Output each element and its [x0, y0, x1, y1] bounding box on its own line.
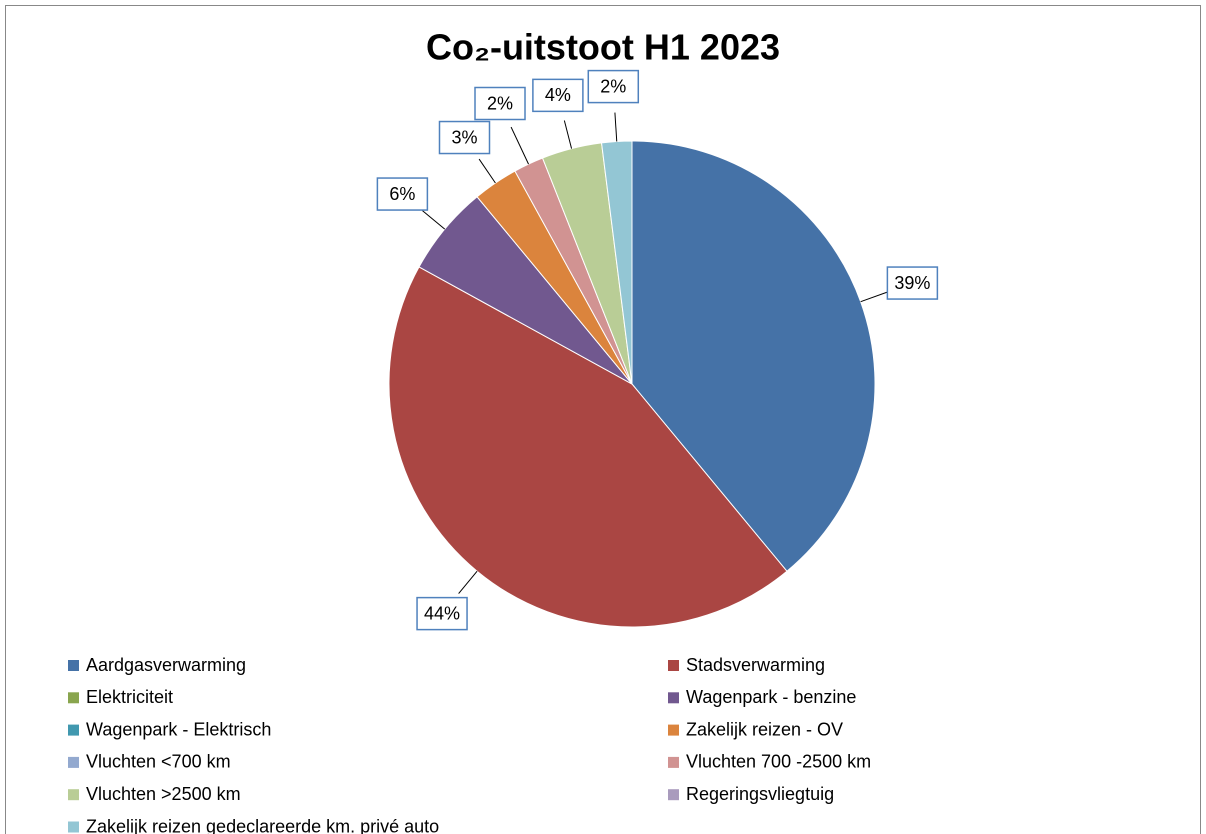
label-box [376, 177, 429, 211]
label-box [474, 86, 526, 121]
leader-line [614, 112, 618, 142]
label-box [532, 78, 584, 113]
legend-label: Vluchten >2500 km [86, 784, 241, 804]
legend-swatch [668, 692, 679, 704]
legend-swatch [668, 756, 679, 768]
leader-line [860, 291, 889, 303]
legend-label: Vluchten <700 km [86, 752, 231, 772]
label-box [416, 596, 468, 631]
chart-title: Co₂-uitstoot H1 2023 [426, 27, 780, 68]
data-label: 39% [894, 273, 930, 293]
legend-swatch [668, 660, 679, 671]
legend-label: Zakelijk reizen gedeclareerde km. privé … [86, 816, 439, 834]
legend-swatch [68, 756, 79, 768]
legend-label: Stadsverwarming [686, 655, 825, 675]
legend-swatch [68, 724, 79, 736]
legend-label: Wagenpark - Elektrisch [86, 719, 271, 739]
leader-line [510, 126, 529, 165]
legend-swatch [668, 724, 679, 736]
legend-swatch [68, 789, 79, 801]
label-box [587, 69, 640, 104]
data-label: 44% [424, 603, 460, 623]
legend-label: Wagenpark - benzine [686, 687, 856, 707]
legend-swatch [68, 821, 79, 833]
label-box [438, 120, 491, 155]
legend-label: Aardgasverwarming [86, 655, 246, 675]
legend-label: Elektriciteit [86, 687, 173, 707]
legend-swatch [668, 789, 679, 801]
legend-label: Vluchten 700 -2500 km [686, 752, 871, 772]
leader-line [458, 570, 478, 594]
legend-swatch [68, 692, 79, 704]
data-label: 4% [545, 85, 571, 105]
data-label: 6% [389, 184, 415, 204]
data-label: 2% [487, 93, 513, 113]
leader-line [478, 158, 496, 184]
legend-swatch [68, 660, 79, 671]
legend-label: Regeringsvliegtuig [686, 784, 834, 804]
data-label: 2% [600, 76, 626, 96]
leader-line [563, 120, 573, 149]
data-label: 3% [451, 127, 477, 147]
leader-line [422, 210, 446, 230]
label-box [886, 266, 939, 300]
legend-label: Zakelijk reizen - OV [686, 719, 843, 739]
